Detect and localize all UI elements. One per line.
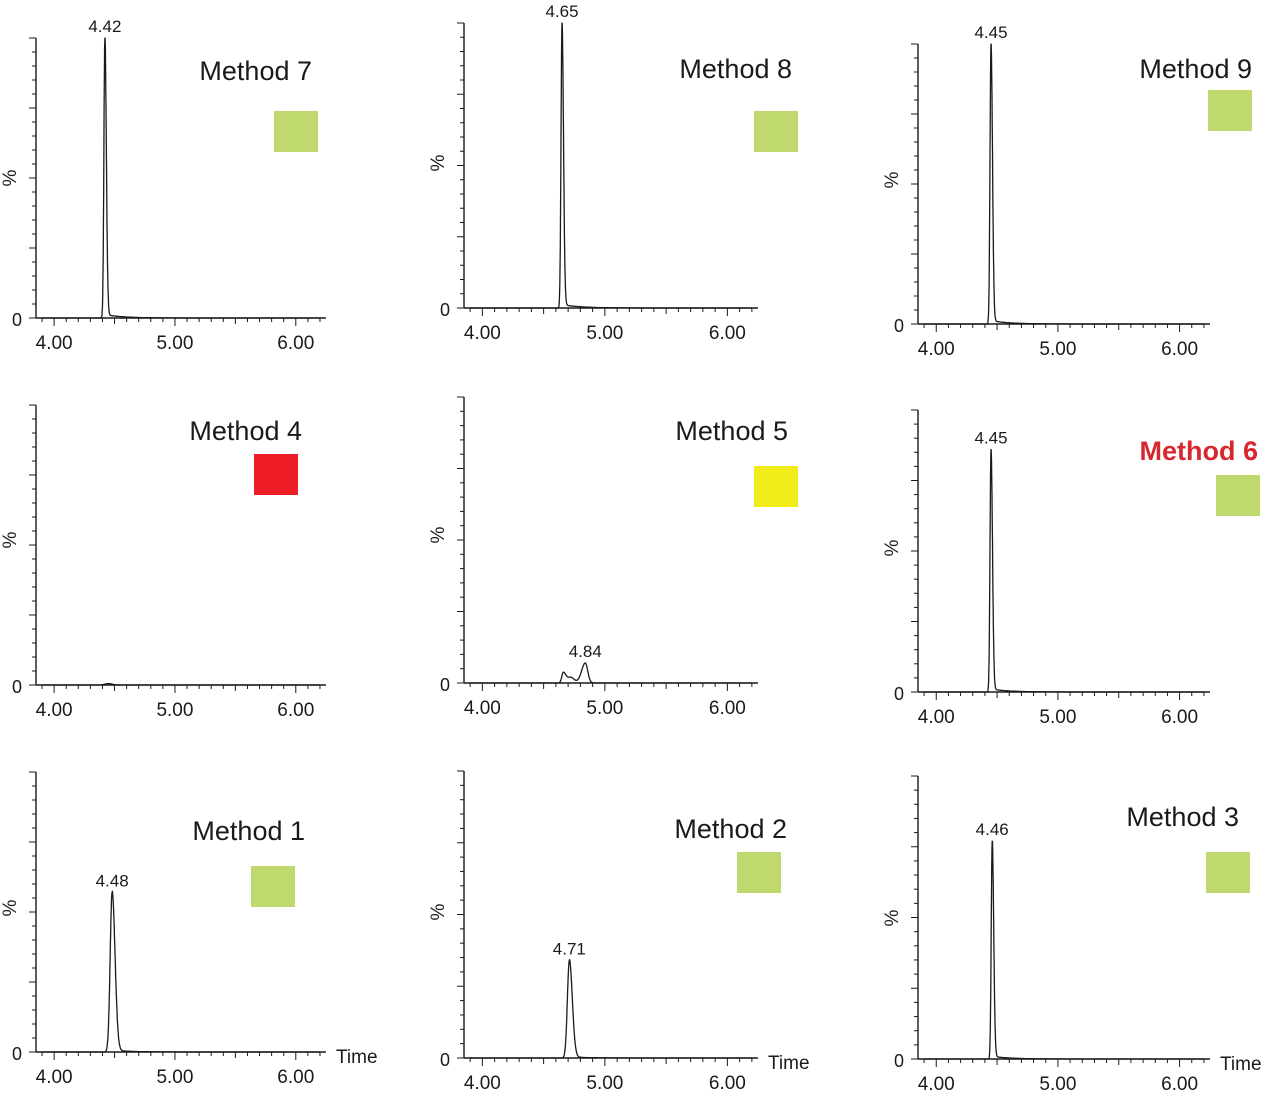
- y-tick-label: 0: [440, 675, 450, 695]
- method-title: Method 9: [1139, 54, 1252, 84]
- status-square: [1208, 90, 1252, 131]
- x-tick-label: 4.00: [918, 1074, 955, 1095]
- y-tick-label: 0: [12, 677, 22, 697]
- x-axis-label: Time: [768, 1053, 810, 1074]
- x-tick-label: 4.00: [464, 323, 501, 344]
- method-title: Method 8: [679, 54, 792, 84]
- x-tick-label: 6.00: [709, 323, 746, 344]
- peak-label: 4.45: [974, 23, 1007, 42]
- chromatogram-panel: 4.00 5.00 6.00 0% 4.45 Method 6: [882, 409, 1260, 728]
- y-axis-label: %: [428, 903, 449, 920]
- x-tick-label: 6.00: [1161, 339, 1198, 360]
- x-tick-label: 6.00: [1161, 1074, 1198, 1095]
- chromatogram-trace: [923, 43, 1205, 325]
- chromatogram-panel: 4.00 5.00 6.00 0% Time 4.71 Method 2: [428, 770, 810, 1094]
- y-axis-label: %: [428, 154, 449, 171]
- peak-label: 4.84: [569, 642, 602, 661]
- y-axis-label: %: [882, 909, 903, 926]
- x-tick-label: 6.00: [277, 1067, 314, 1088]
- x-tick-label: 5.00: [586, 1073, 623, 1094]
- y-axis-label: %: [882, 539, 903, 556]
- chromatogram-trace: [41, 682, 321, 686]
- chromatogram-trace: [41, 890, 321, 1053]
- y-axis-label: %: [882, 171, 903, 188]
- status-square: [254, 454, 298, 495]
- chromatogram-panel: 4.00 5.00 6.00 0% 4.45 Method 9: [882, 23, 1252, 360]
- x-tick-label: 6.00: [277, 700, 314, 721]
- status-square: [274, 111, 318, 152]
- x-tick-label: 5.00: [586, 323, 623, 344]
- x-tick-label: 5.00: [1039, 707, 1076, 728]
- chromatogram-trace: [469, 22, 753, 309]
- x-tick-label: 4.00: [36, 333, 73, 354]
- status-square: [1206, 852, 1250, 893]
- peak-label: 4.71: [553, 939, 586, 958]
- x-tick-label: 4.00: [464, 698, 501, 719]
- x-tick-label: 5.00: [1039, 339, 1076, 360]
- peak-label: 4.65: [545, 2, 578, 21]
- x-tick-label: 5.00: [1039, 1074, 1076, 1095]
- method-title: Method 6: [1140, 436, 1259, 466]
- status-square: [1216, 475, 1260, 516]
- chromatogram-trace: [469, 662, 753, 684]
- y-tick-label: 0: [894, 316, 904, 336]
- chromatogram-panel: 4.00 5.00 6.00 0% Time 4.48 Method 1: [0, 771, 378, 1088]
- chromatogram-panel: 4.00 5.00 6.00 0% 4.84 Method 5: [428, 396, 798, 719]
- x-tick-label: 5.00: [586, 698, 623, 719]
- x-tick-label: 6.00: [1161, 707, 1198, 728]
- method-title: Method 4: [189, 416, 302, 446]
- x-tick-label: 4.00: [464, 1073, 501, 1094]
- status-square: [251, 866, 295, 907]
- status-square: [754, 111, 798, 152]
- method-title: Method 2: [674, 814, 787, 844]
- method-title: Method 7: [199, 56, 312, 86]
- peak-label: 4.46: [976, 820, 1009, 839]
- x-axis-label: Time: [336, 1047, 378, 1068]
- y-axis-label: %: [0, 169, 21, 186]
- peak-label: 4.48: [96, 871, 129, 890]
- x-tick-label: 6.00: [277, 333, 314, 354]
- chromatogram-panel: 4.00 5.00 6.00 0% Time 4.46 Method 3: [882, 775, 1262, 1095]
- x-tick-label: 4.00: [918, 707, 955, 728]
- y-tick-label: 0: [894, 684, 904, 704]
- x-axis-label: Time: [1220, 1054, 1262, 1075]
- y-tick-label: 0: [894, 1051, 904, 1071]
- x-tick-label: 4.00: [918, 339, 955, 360]
- method-title: Method 1: [192, 816, 305, 846]
- x-tick-label: 5.00: [156, 700, 193, 721]
- x-tick-label: 4.00: [36, 1067, 73, 1088]
- y-axis-label: %: [428, 526, 449, 543]
- chromatogram-trace: [41, 37, 321, 319]
- chromatogram-trace: [923, 840, 1205, 1060]
- peak-label: 4.45: [974, 428, 1007, 447]
- chromatogram-trace: [923, 448, 1205, 693]
- status-square: [737, 852, 781, 893]
- chromatogram-panel: 4.00 5.00 6.00 0% 4.65 Method 8: [428, 2, 798, 344]
- x-tick-label: 6.00: [709, 1073, 746, 1094]
- status-square: [754, 466, 798, 507]
- x-tick-label: 6.00: [709, 698, 746, 719]
- method-title: Method 3: [1126, 802, 1239, 832]
- peak-label: 4.42: [88, 17, 121, 36]
- x-tick-label: 5.00: [156, 333, 193, 354]
- y-tick-label: 0: [12, 310, 22, 330]
- y-tick-label: 0: [440, 1050, 450, 1070]
- y-axis-label: %: [0, 899, 21, 916]
- y-tick-label: 0: [12, 1044, 22, 1064]
- y-tick-label: 0: [440, 300, 450, 320]
- chromatogram-trace: [469, 958, 753, 1059]
- method-title: Method 5: [675, 416, 788, 446]
- y-axis-label: %: [0, 531, 21, 548]
- chromatogram-panel: 4.00 5.00 6.00 0% Method 4: [0, 404, 326, 721]
- chromatogram-panel: 4.00 5.00 6.00 0% 4.42 Method 7: [0, 17, 326, 354]
- x-tick-label: 4.00: [36, 700, 73, 721]
- x-tick-label: 5.00: [156, 1067, 193, 1088]
